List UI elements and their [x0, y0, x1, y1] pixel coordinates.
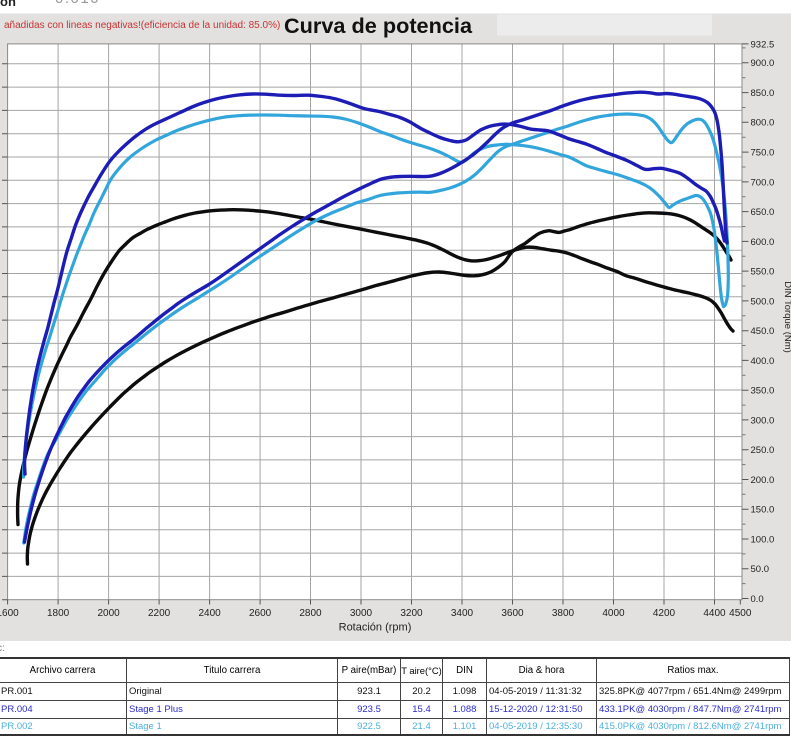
svg-text:DIN Torque (Nm): DIN Torque (Nm): [782, 281, 791, 353]
svg-text:550.0: 550.0: [751, 267, 775, 278]
svg-text:932.5: 932.5: [751, 39, 775, 50]
svg-text:900.0: 900.0: [751, 58, 775, 69]
svg-text:2200: 2200: [148, 608, 171, 619]
svg-text:2400: 2400: [198, 608, 221, 619]
svg-text:1600: 1600: [0, 608, 19, 619]
svg-text:2600: 2600: [249, 608, 272, 619]
svg-text:450.0: 450.0: [751, 326, 775, 337]
svg-text:350.0: 350.0: [751, 386, 775, 397]
svg-text:2800: 2800: [299, 608, 322, 619]
svg-text:200.0: 200.0: [751, 475, 775, 486]
svg-text:300.0: 300.0: [751, 415, 775, 426]
svg-text:700.0: 700.0: [751, 177, 775, 188]
svg-text:3000: 3000: [350, 608, 373, 619]
svg-text:600.0: 600.0: [751, 237, 775, 248]
svg-text:2000: 2000: [97, 608, 120, 619]
svg-text:4500: 4500: [729, 608, 752, 619]
svg-text:800.0: 800.0: [751, 118, 775, 129]
svg-text:500.0: 500.0: [751, 296, 775, 307]
svg-text:Rotación (rpm): Rotación (rpm): [339, 622, 412, 634]
svg-text:3600: 3600: [501, 608, 524, 619]
svg-text:1800: 1800: [47, 608, 70, 619]
svg-text:4400: 4400: [703, 608, 726, 619]
svg-text:650.0: 650.0: [751, 207, 775, 218]
svg-text:50.0: 50.0: [751, 564, 770, 575]
svg-text:100.0: 100.0: [751, 534, 775, 545]
svg-text:250.0: 250.0: [751, 445, 775, 456]
svg-text:400.0: 400.0: [751, 356, 775, 367]
svg-text:0.0: 0.0: [751, 594, 764, 605]
svg-text:3200: 3200: [400, 608, 423, 619]
svg-text:750.0: 750.0: [751, 148, 775, 159]
svg-text:4200: 4200: [653, 608, 676, 619]
svg-text:3800: 3800: [552, 608, 575, 619]
svg-text:3400: 3400: [451, 608, 474, 619]
svg-text:150.0: 150.0: [751, 505, 775, 516]
svg-text:4000: 4000: [602, 608, 625, 619]
svg-text:850.0: 850.0: [751, 88, 775, 99]
